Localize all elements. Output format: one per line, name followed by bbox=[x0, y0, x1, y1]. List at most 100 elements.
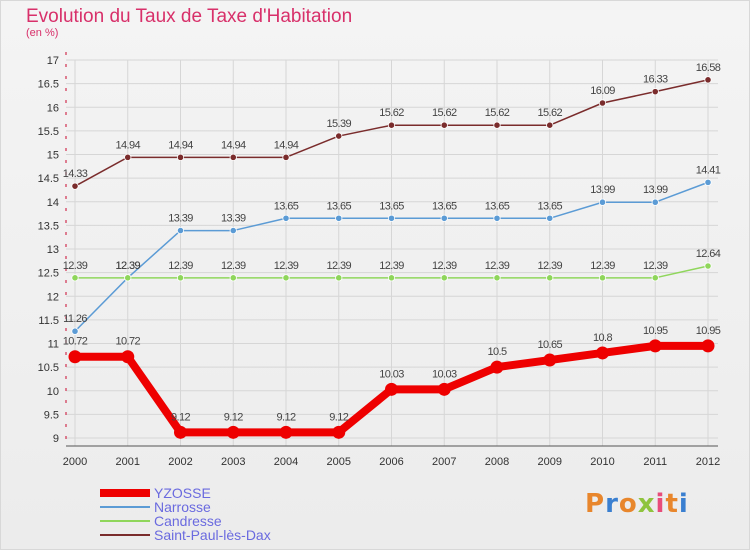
data-point bbox=[124, 153, 132, 161]
data-point bbox=[229, 226, 237, 235]
data-label: 12.39 bbox=[590, 260, 615, 272]
data-point bbox=[229, 153, 237, 161]
data-label: 13.65 bbox=[432, 200, 457, 212]
data-point bbox=[71, 327, 79, 335]
data-point bbox=[704, 262, 712, 270]
y-tick-label: 16 bbox=[47, 102, 59, 114]
data-label: 12.39 bbox=[485, 260, 510, 272]
data-point bbox=[701, 339, 715, 353]
data-point bbox=[229, 274, 237, 282]
logo-letter: i bbox=[655, 489, 666, 519]
data-label: 15.39 bbox=[326, 118, 351, 130]
y-tick-label: 15.5 bbox=[38, 126, 59, 138]
data-point bbox=[332, 425, 346, 439]
data-point bbox=[598, 274, 607, 282]
data-label: 12.39 bbox=[115, 260, 140, 272]
data-point bbox=[598, 198, 607, 206]
legend-label: Candresse bbox=[154, 513, 222, 529]
data-point bbox=[176, 153, 185, 161]
data-label: 10.95 bbox=[643, 325, 668, 337]
data-label: 12.39 bbox=[63, 260, 88, 272]
data-point bbox=[385, 382, 398, 396]
logo-letter: r bbox=[605, 489, 619, 519]
data-labels: 14.33 14.94 14.94 14.94 14.94 15.39 15.62 15.62… bbox=[63, 62, 722, 423]
y-tick-label: 9 bbox=[53, 433, 59, 445]
data-label: 11.26 bbox=[63, 313, 87, 325]
x-tick-label: 2001 bbox=[116, 456, 140, 468]
data-point bbox=[543, 353, 557, 367]
x-tick-label: 2009 bbox=[538, 456, 562, 468]
data-point bbox=[387, 121, 396, 129]
data-label: 10.8 bbox=[593, 332, 612, 344]
data-label: 16.58 bbox=[696, 62, 721, 74]
data-label: 9.12 bbox=[224, 411, 243, 423]
x-tick-label: 2006 bbox=[379, 456, 403, 468]
x-tick-label: 2004 bbox=[274, 456, 298, 468]
y-tick-label: 14 bbox=[47, 197, 59, 209]
data-point bbox=[546, 274, 554, 282]
data-label: 15.62 bbox=[379, 107, 404, 119]
data-label: 14.94 bbox=[274, 139, 299, 151]
data-point bbox=[71, 182, 79, 190]
data-label: 12.39 bbox=[326, 260, 351, 272]
data-point bbox=[490, 360, 504, 374]
x-tick-label: 2002 bbox=[168, 456, 192, 468]
data-label: 15.62 bbox=[485, 107, 510, 119]
y-tick-label: 12 bbox=[47, 291, 59, 303]
legend-label: Saint-Paul-lès-Dax bbox=[154, 527, 271, 543]
data-label: 12.39 bbox=[168, 260, 193, 272]
data-point bbox=[493, 274, 501, 282]
x-tick-label: 2005 bbox=[327, 456, 351, 468]
data-point bbox=[121, 350, 135, 364]
data-label: 12.39 bbox=[432, 260, 457, 272]
data-label: 13.65 bbox=[379, 200, 404, 212]
data-point bbox=[546, 121, 554, 129]
data-label: 14.94 bbox=[115, 139, 140, 151]
data-point bbox=[387, 274, 396, 282]
data-point bbox=[282, 214, 290, 222]
data-point bbox=[546, 214, 554, 222]
y-tick-label: 17 bbox=[47, 55, 59, 67]
data-point bbox=[440, 121, 448, 129]
x-tick-label: 2012 bbox=[696, 456, 720, 468]
data-label: 13.65 bbox=[537, 200, 562, 212]
logo-letter: o bbox=[618, 489, 638, 519]
y-tick-label: 11.5 bbox=[38, 315, 59, 327]
data-label: 14.94 bbox=[168, 139, 193, 151]
data-label: 10.65 bbox=[537, 339, 562, 351]
data-point bbox=[493, 214, 501, 222]
data-point bbox=[282, 153, 290, 161]
logo-letter: t bbox=[665, 489, 679, 519]
x-axis: 2000 2001 2002 2003 2004 2005 2006 2007 2008 2009… bbox=[63, 445, 720, 468]
data-label: 13.65 bbox=[274, 200, 299, 212]
data-label: 16.33 bbox=[643, 74, 668, 86]
data-label: 13.65 bbox=[326, 200, 351, 212]
data-label: 10.72 bbox=[115, 336, 140, 348]
y-axis: 9 9.5 10 10.5 11 11.5 12 12.5 13 13.5 14 14.5 15 15.5… bbox=[38, 52, 67, 446]
x-tick-label: 2008 bbox=[485, 456, 509, 468]
data-point bbox=[651, 88, 659, 96]
y-tick-label: 14.5 bbox=[38, 173, 59, 185]
data-label: 13.99 bbox=[643, 184, 668, 196]
y-tick-label: 10.5 bbox=[38, 362, 59, 374]
data-label: 15.62 bbox=[432, 107, 457, 119]
data-label: 10.72 bbox=[63, 336, 88, 348]
data-label: 13.39 bbox=[168, 213, 193, 225]
data-label: 10.03 bbox=[379, 368, 404, 380]
logo-letter: i bbox=[678, 489, 689, 519]
data-point bbox=[279, 425, 293, 439]
x-tick-label: 2011 bbox=[643, 456, 667, 468]
y-tick-label: 11 bbox=[48, 339, 59, 351]
data-point bbox=[68, 350, 82, 364]
y-tick-label: 12.5 bbox=[38, 268, 59, 280]
data-point bbox=[335, 274, 343, 282]
data-point bbox=[174, 425, 187, 439]
y-tick-label: 13.5 bbox=[38, 220, 59, 232]
data-point bbox=[176, 226, 185, 235]
data-label: 12.39 bbox=[115, 260, 140, 272]
data-point bbox=[335, 214, 343, 222]
logo-letter: P bbox=[585, 489, 606, 519]
data-label: 14.94 bbox=[221, 139, 246, 151]
data-label: 16.09 bbox=[590, 85, 615, 97]
data-point bbox=[704, 178, 712, 186]
